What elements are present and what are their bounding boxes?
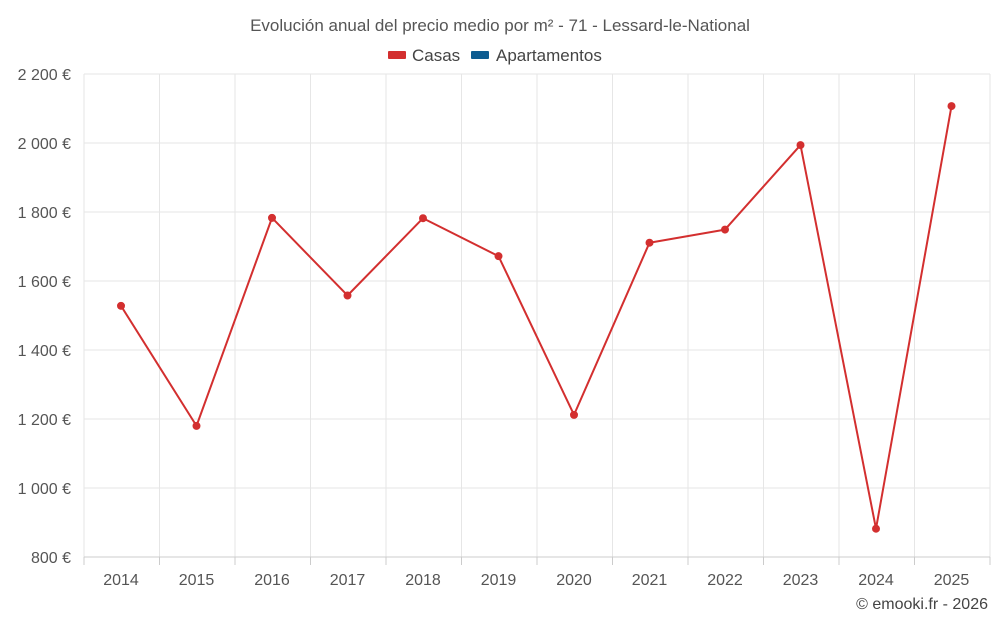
x-tick-label: 2015 <box>179 572 215 589</box>
x-tick-label: 2022 <box>707 572 743 589</box>
data-point-casas-2021[interactable] <box>645 238 654 247</box>
x-tick-label: 2019 <box>481 572 517 589</box>
data-point-casas-2023[interactable] <box>796 141 805 150</box>
x-tick-label: 2018 <box>405 572 441 589</box>
legend-swatch-casas <box>388 51 406 59</box>
x-tick-label: 2014 <box>103 572 139 589</box>
legend-swatch-apartamentos <box>471 51 489 59</box>
y-tick-label: 1 400 € <box>18 343 71 360</box>
data-point-casas-2022[interactable] <box>721 225 729 234</box>
credit-text: © emooki.fr - 2026 <box>856 596 988 613</box>
x-tick-label: 2024 <box>858 572 894 589</box>
x-tick-label: 2017 <box>330 572 366 589</box>
data-point-casas-2016[interactable] <box>268 213 276 222</box>
data-point-casas-2014[interactable] <box>117 301 125 310</box>
y-tick-label: 2 000 € <box>18 136 71 153</box>
y-tick-label: 2 200 € <box>18 67 71 84</box>
y-tick-label: 1 000 € <box>18 481 71 498</box>
data-point-casas-2018[interactable] <box>419 214 427 223</box>
y-axis-ticks: 800 € 1 000 € 1 200 € 1 400 € 1 600 € 1 800 €… <box>18 67 71 567</box>
data-point-casas-2025[interactable] <box>947 102 956 111</box>
y-tick-label: 1 600 € <box>18 274 71 291</box>
data-point-casas-2024[interactable] <box>872 524 880 533</box>
legend: Casas Apartamentos <box>388 46 602 65</box>
legend-label-apartamentos: Apartamentos <box>496 46 602 65</box>
series-line-casas <box>120 105 953 530</box>
x-tick-label: 2021 <box>632 572 668 589</box>
legend-item-casas[interactable]: Casas <box>388 46 460 65</box>
x-tick-label: 2023 <box>783 572 819 589</box>
y-tick-label: 800 € <box>31 550 71 567</box>
x-tick-label: 2016 <box>254 572 290 589</box>
x-gridlines <box>83 74 991 557</box>
legend-label-casas: Casas <box>412 46 460 65</box>
data-point-casas-2019[interactable] <box>494 252 503 261</box>
y-tick-label: 1 800 € <box>18 205 71 222</box>
x-axis-ticks: 2014 2015 2016 2017 2018 2019 2020 2021 2022 2023… <box>83 557 991 589</box>
data-point-casas-2017[interactable] <box>343 291 352 300</box>
data-point-casas-2015[interactable] <box>192 421 201 430</box>
legend-item-apartamentos[interactable]: Apartamentos <box>471 46 602 65</box>
series-casas <box>117 102 956 533</box>
y-tick-label: 1 200 € <box>18 412 71 429</box>
data-point-casas-2020[interactable] <box>570 410 578 419</box>
chart-title: Evolución anual del precio medio por m² … <box>250 16 750 35</box>
x-tick-label: 2020 <box>556 572 592 589</box>
x-tick-label: 2025 <box>934 572 970 589</box>
